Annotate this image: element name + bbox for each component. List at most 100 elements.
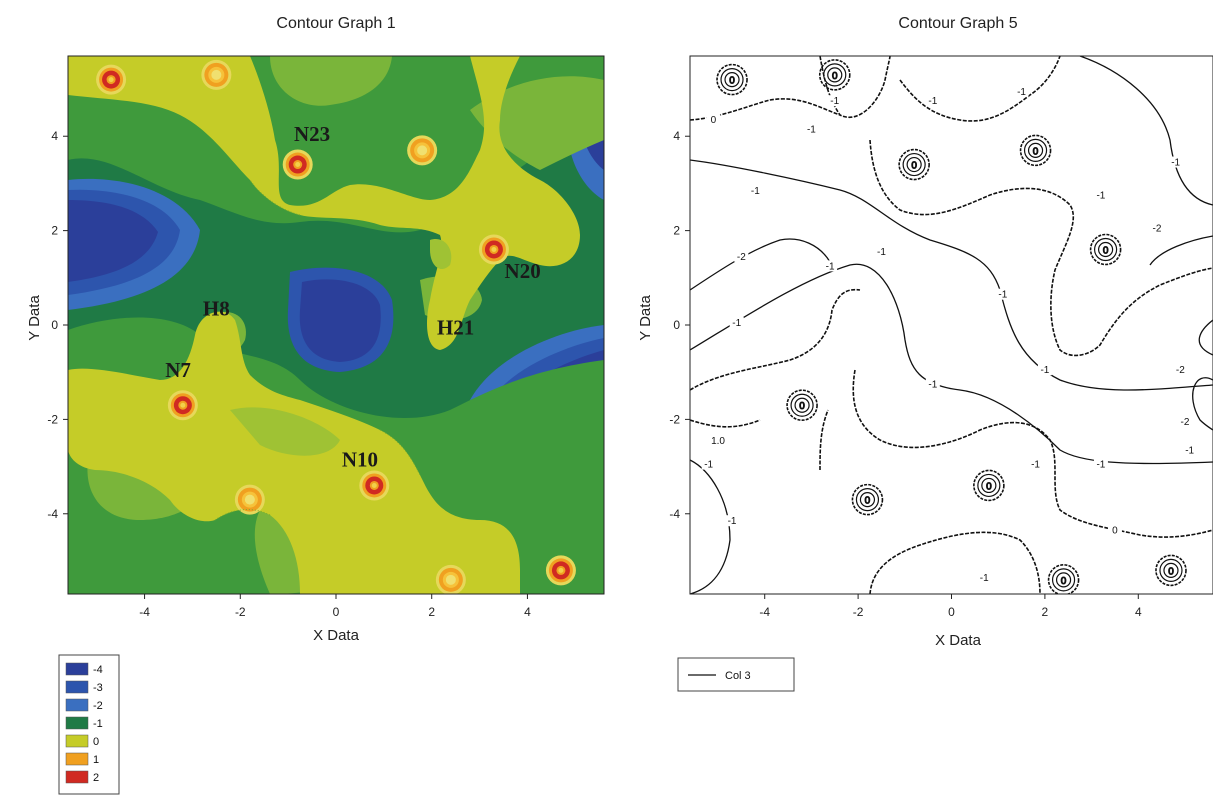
contour-label: -1 — [830, 96, 839, 107]
ring-contour-label: 0 — [911, 161, 917, 172]
chart2-legend-label: Col 3 — [725, 670, 751, 682]
peak-level-1 — [234, 484, 265, 515]
chart2-axes: -4 -2 0 2 4 4 2 0 -2 -4 — [669, 129, 1142, 619]
contour-label: -1 — [998, 290, 1007, 301]
contour-label: -2 — [737, 252, 746, 263]
peak-level-1 — [435, 564, 466, 594]
peak-ring: 0 — [851, 483, 884, 516]
chart2-background — [690, 56, 1213, 594]
contour-label: 0 — [1112, 526, 1118, 537]
peak-level-2 — [96, 64, 127, 95]
annotation-n7: N7 — [165, 358, 191, 382]
chart1-peaks — [96, 59, 576, 594]
ring-contour-label: 0 — [1103, 245, 1109, 256]
chart1-axes: -4 -2 0 2 4 4 2 0 -2 -4 — [47, 129, 531, 619]
legend-swatch — [65, 770, 89, 784]
x-tick-label: 0 — [948, 605, 955, 619]
y-tick-label: -4 — [47, 507, 58, 521]
legend-label: -2 — [93, 700, 103, 712]
peak-ring: 0 — [716, 63, 748, 96]
contour-label: -1 — [1171, 158, 1180, 169]
contour-label: -1 — [1096, 191, 1105, 202]
chart2-peak-rings: 0 0 0 0 0 0 0 0 0 0 — [716, 59, 1187, 594]
contour-label: -1 — [1040, 365, 1049, 376]
chart2-plot-area: 0 0 0 0 0 0 0 0 0 0 -1 0 -1 -1 -1 -1 -2 -1 -1 -1 -1 -1 -2 -1 -1… — [690, 56, 1213, 594]
chart1-legend-items: -4 -3 -2 -1 0 1 2 — [65, 662, 103, 784]
contour-label: -1 — [1096, 460, 1105, 471]
y-tick-label: 0 — [673, 318, 680, 332]
legend-swatch — [65, 680, 89, 694]
chart1-y-axis-label: Y Data — [26, 295, 43, 341]
peak-ring: 0 — [818, 59, 851, 91]
chart1-title: Contour Graph 1 — [276, 15, 395, 32]
y-tick-label: -4 — [669, 507, 680, 521]
x-tick-label: -4 — [139, 605, 150, 619]
annotation-h21: H21 — [437, 315, 474, 339]
ring-contour-label: 0 — [799, 401, 805, 412]
y-tick-label: 0 — [51, 318, 58, 332]
chart1-plot-area — [68, 56, 604, 594]
ring-contour-label: 0 — [986, 481, 992, 492]
x-tick-label: 2 — [1042, 605, 1049, 619]
peak-level-2 — [167, 390, 198, 421]
ring-contour-label: 0 — [1061, 576, 1067, 587]
peak-ring: 0 — [786, 389, 818, 422]
chart2-contour-lines — [690, 56, 1213, 594]
contour-label: -1 — [732, 318, 741, 329]
contour-label: -1 — [928, 96, 937, 107]
annotation-h8: H8 — [203, 297, 230, 321]
chart1-contour-edges — [214, 179, 421, 521]
legend-label: -3 — [93, 682, 103, 694]
chart1-legend: -4 -3 -2 -1 0 1 2 — [58, 654, 120, 795]
y-tick-label: -2 — [47, 412, 58, 426]
contour-label: -1 — [928, 379, 937, 390]
contour-label: -1 — [1185, 445, 1194, 456]
legend-swatch — [65, 752, 89, 766]
chart1-x-axis-label: X Data — [313, 627, 360, 644]
legend-label: 0 — [93, 736, 99, 748]
y-tick-label: 2 — [673, 224, 680, 238]
contour-label: -2 — [1153, 224, 1162, 235]
y-tick-label: 4 — [673, 129, 680, 143]
x-tick-label: -2 — [853, 605, 864, 619]
legend-swatch — [65, 716, 89, 730]
x-tick-label: -2 — [235, 605, 246, 619]
ring-contour-label: 0 — [1033, 146, 1039, 157]
legend-swatch — [65, 662, 89, 676]
x-tick-label: 2 — [428, 605, 435, 619]
contour-label: -2 — [1176, 365, 1185, 376]
peak-level-2 — [359, 470, 390, 501]
peak-level-2 — [478, 234, 509, 265]
annotation-n23: N23 — [294, 122, 330, 146]
contour-label: -1 — [877, 247, 886, 258]
legend-label: -1 — [93, 718, 103, 730]
chart1-level0-inner-bands — [230, 239, 452, 456]
ring-contour-label: 0 — [1168, 566, 1174, 577]
legend-label: 2 — [93, 772, 99, 784]
ring-contour-label: 0 — [729, 76, 735, 87]
contour-label: -1 — [704, 460, 713, 471]
ring-contour-label: 0 — [865, 496, 871, 507]
y-tick-label: 4 — [51, 129, 58, 143]
x-tick-label: 4 — [524, 605, 531, 619]
peak-ring: 0 — [1155, 554, 1187, 587]
contour-label: -1 — [980, 573, 989, 584]
chart2-legend: Col 3 — [677, 657, 795, 692]
x-tick-label: -4 — [759, 605, 770, 619]
peak-level-2 — [282, 149, 313, 180]
peak-ring: 0 — [1047, 564, 1080, 594]
legend-swatch — [65, 734, 89, 748]
peak-level-2 — [545, 555, 576, 586]
peak-level-1 — [201, 59, 232, 90]
chart2-y-axis-label: Y Data — [637, 295, 654, 341]
legend-label: -4 — [93, 664, 103, 676]
x-tick-label: 0 — [333, 605, 340, 619]
peak-ring: 0 — [1019, 134, 1052, 167]
ring-contour-label: 0 — [832, 71, 838, 82]
chart2-x-axis-label: X Data — [935, 632, 982, 649]
contour-label: -1 — [1017, 87, 1026, 98]
annotation-n10: N10 — [342, 448, 378, 472]
peak-ring: 0 — [1089, 233, 1122, 266]
contour-label: -1 — [751, 186, 760, 197]
